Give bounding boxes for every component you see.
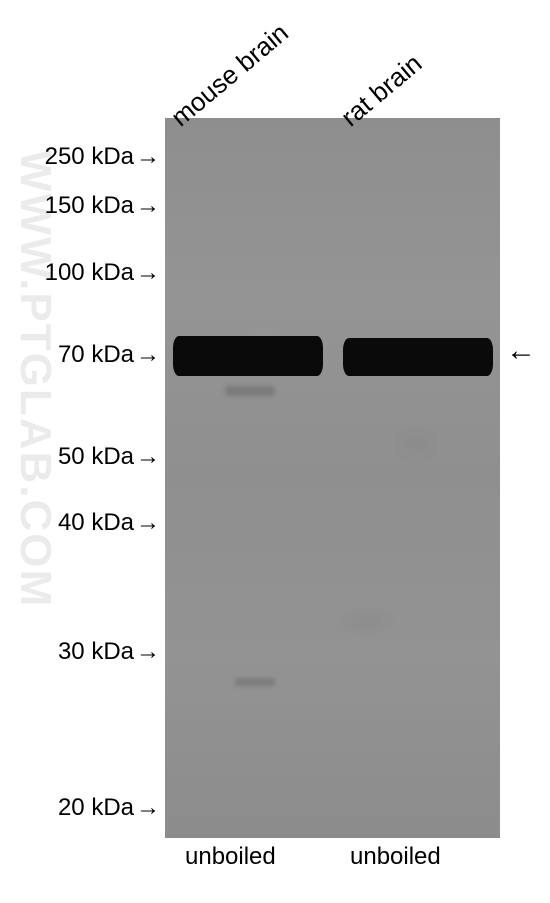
bottom-label-2-text: unboiled <box>350 843 441 870</box>
marker-100: 100 kDa→ <box>45 259 160 287</box>
marker-20-text: 20 kDa <box>58 794 134 821</box>
blot-membrane <box>165 118 500 838</box>
marker-50: 50 kDa→ <box>58 443 160 471</box>
marker-40: 40 kDa→ <box>58 509 160 537</box>
marker-100-text: 100 kDa <box>45 259 134 286</box>
marker-40-text: 40 kDa <box>58 509 134 536</box>
marker-30-text: 30 kDa <box>58 638 134 665</box>
figure-container: WWW.PTGLAB.COM 250 kDa→ 150 kDa→ 100 kDa… <box>0 0 550 903</box>
arrow-icon: → <box>136 143 160 171</box>
faint-band-2 <box>235 678 275 686</box>
bottom-label-2: unboiled <box>350 843 441 871</box>
marker-20: 20 kDa→ <box>58 794 160 822</box>
arrow-icon: → <box>136 638 160 666</box>
band-lane1-70kda <box>173 336 323 376</box>
marker-150-text: 150 kDa <box>45 192 134 219</box>
arrow-icon: → <box>136 509 160 537</box>
marker-70: 70 kDa→ <box>58 341 160 369</box>
marker-70-text: 70 kDa <box>58 341 134 368</box>
lane-label-1-text: mouse brain <box>165 17 294 132</box>
band-lane2-70kda <box>343 338 493 376</box>
lane-label-1: mouse brain <box>165 17 295 133</box>
arrow-icon: → <box>136 794 160 822</box>
marker-250-text: 250 kDa <box>45 143 134 170</box>
marker-50-text: 50 kDa <box>58 443 134 470</box>
arrow-icon: → <box>136 341 160 369</box>
target-arrow-icon: ← <box>506 336 536 366</box>
arrow-icon: → <box>136 192 160 220</box>
marker-30: 30 kDa→ <box>58 638 160 666</box>
bottom-label-1-text: unboiled <box>185 843 276 870</box>
faint-band-1 <box>225 386 275 396</box>
marker-150: 150 kDa→ <box>45 192 160 220</box>
marker-250: 250 kDa→ <box>45 143 160 171</box>
arrow-icon: → <box>136 443 160 471</box>
arrow-icon: → <box>136 259 160 287</box>
blot-texture <box>165 118 500 838</box>
bottom-label-1: unboiled <box>185 843 276 871</box>
